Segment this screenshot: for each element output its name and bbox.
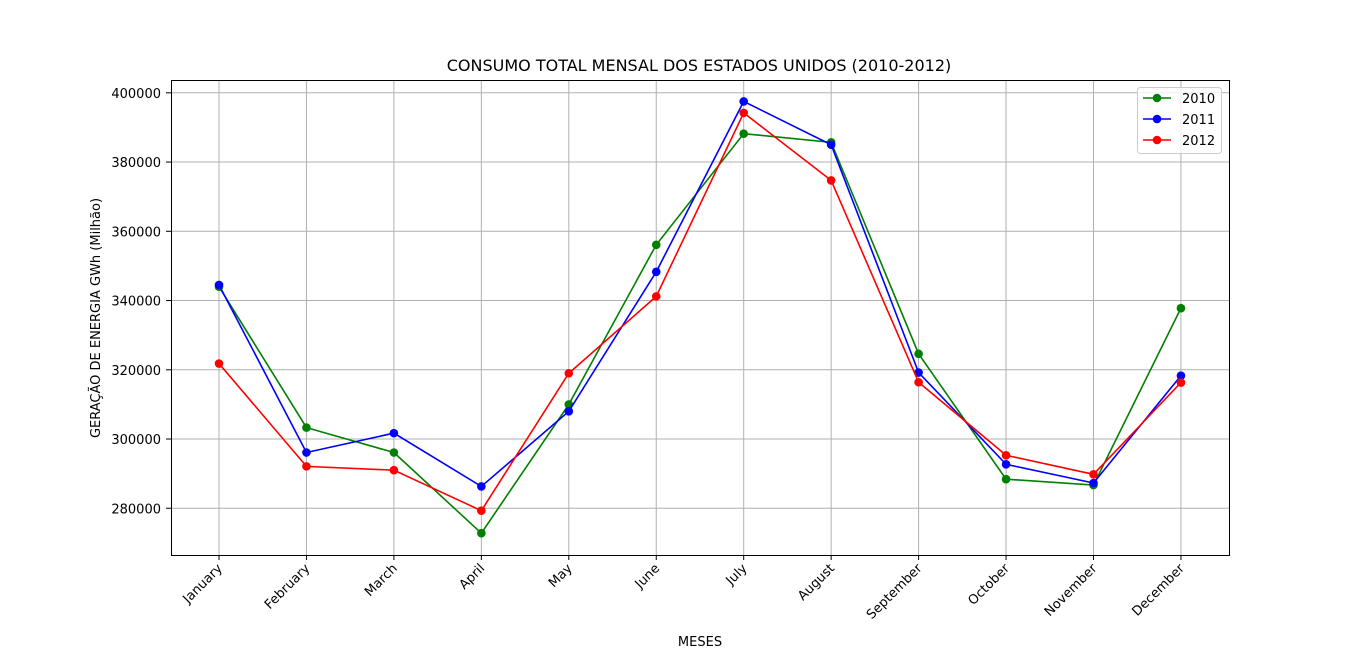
data-point-2011-october [1001,459,1011,469]
x-tick-label: November [1042,561,1101,620]
series-2011 [214,97,1186,491]
x-axis-label: MESES [678,635,722,650]
data-point-2012-october [1001,450,1011,460]
data-point-2011-january [214,280,224,290]
data-point-2010-june [651,240,661,250]
data-point-2011-july [739,97,748,106]
data-point-2012-september [914,377,923,387]
data-point-2011-june [651,267,661,277]
legend-label: 2012 [1182,134,1215,149]
data-point-2012-march [389,465,399,475]
y-tick-label: 400000 [111,87,161,102]
series-line-2010 [218,132,1182,535]
data-point-2012-april [477,506,486,515]
grid-lines [171,80,1229,555]
x-tick-label: October [965,561,1013,609]
legend-entry-2010: 2010 [1143,92,1215,107]
legend-label: 2010 [1182,92,1215,107]
y-tick-label: 360000 [111,225,161,240]
legend-marker [1152,93,1162,103]
series-layer [214,97,1186,538]
legend-label: 2011 [1182,113,1215,128]
series-line-2011 [218,100,1182,488]
data-point-2011-november [1089,478,1098,488]
x-tick-label: August [795,561,838,604]
y-tick-label: 340000 [111,295,161,310]
data-point-2012-december [1176,378,1186,387]
x-tick-label: July [723,561,751,589]
data-point-2010-october [1001,474,1011,484]
data-point-2010-april [477,528,486,538]
y-tick-label: 300000 [111,433,161,448]
x-tick-label: February [262,561,314,613]
data-point-2010-december [1176,303,1186,313]
y-tick-label: 280000 [111,502,161,517]
legend: 2010 2011 2012 [1137,87,1222,154]
data-point-2012-january [214,359,224,368]
x-tick-label: January [180,561,226,607]
y-tick-label: 320000 [111,364,161,379]
data-point-2012-july [739,108,748,118]
data-point-2012-february [302,462,311,471]
data-point-2012-may [564,368,574,378]
legend-entry-2011: 2011 [1143,113,1215,128]
axis-ticks: January February March April May June July Augu… [111,87,1188,623]
data-point-2010-july [739,129,748,138]
chart-title: CONSUMO TOTAL MENSAL DOS ESTADOS UNIDOS … [447,56,952,75]
y-axis-label: GERAÇÃO DE ENERGIA GWh (Milhão) [88,198,104,438]
data-point-2011-april [477,482,486,491]
data-point-2012-june [651,292,661,301]
series-2012 [214,108,1186,515]
data-point-2010-march [389,448,399,457]
legend-entry-2012: 2012 [1143,134,1215,149]
data-point-2012-november [1089,470,1098,479]
x-tick-label: December [1129,561,1188,620]
x-tick-label: April [457,561,489,593]
y-tick-label: 380000 [111,156,161,171]
x-tick-label: March [362,561,401,600]
x-tick-label: September [864,561,926,623]
data-point-2011-august [826,140,836,150]
data-point-2011-december [1176,371,1186,380]
data-point-2011-march [389,428,399,438]
data-point-2011-september [914,368,923,377]
data-point-2011-february [302,448,311,457]
data-point-2010-february [302,423,311,432]
plot-frame [171,80,1230,556]
data-point-2011-may [564,407,574,416]
series-2010 [214,129,1186,538]
legend-marker [1152,135,1162,145]
data-point-2012-august [826,176,836,185]
series-line-2012 [218,111,1182,512]
x-tick-label: June [632,561,663,592]
data-point-2010-september [914,349,923,359]
x-tick-label: May [546,561,576,591]
legend-marker [1152,114,1162,124]
